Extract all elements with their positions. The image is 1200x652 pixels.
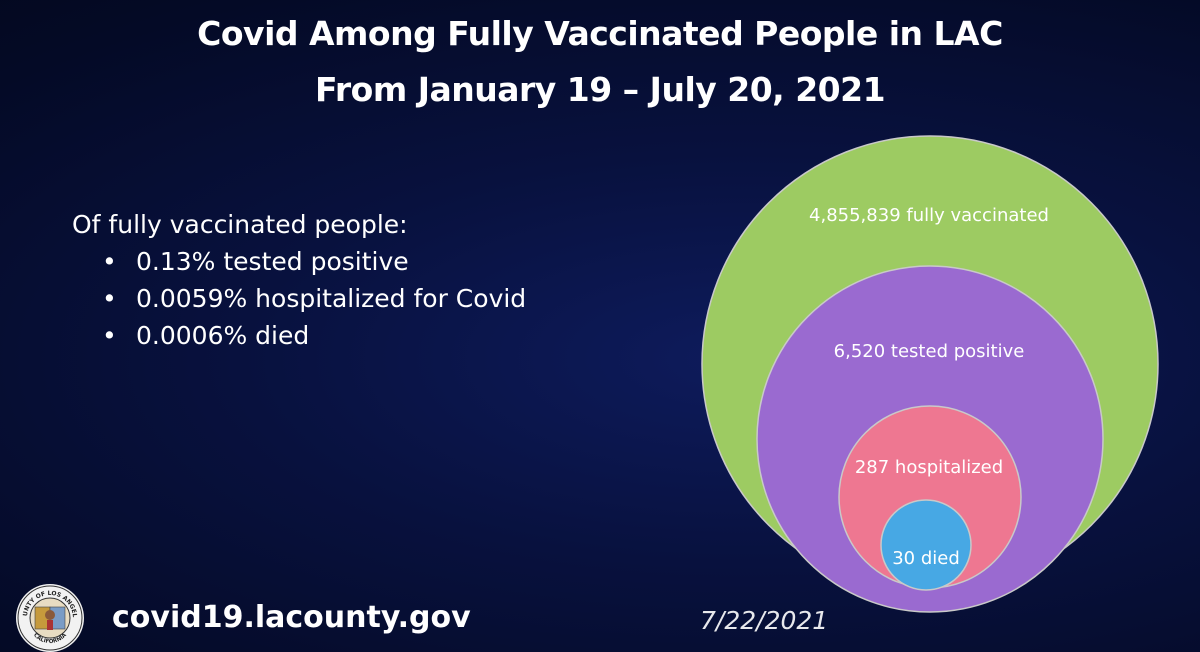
county-seal-icon: COUNTY OF LOS ANGELES CALIFORNIA: [14, 582, 84, 652]
summary-intro: Of fully vaccinated people:: [72, 210, 408, 239]
label-fully-vaccinated: 4,855,839 fully vaccinated: [809, 205, 1049, 226]
label-hospitalized: 287 hospitalized: [855, 457, 1003, 478]
slide-date: 7/22/2021: [700, 606, 829, 635]
summary-bullets: 0.13% tested positive 0.0059% hospitaliz…: [72, 243, 526, 354]
bullet-hospitalized: 0.0059% hospitalized for Covid: [102, 280, 526, 317]
bullet-tested-positive: 0.13% tested positive: [102, 243, 526, 280]
title-line-2: From January 19 – July 20, 2021: [314, 70, 886, 109]
summary-list: Of fully vaccinated people: 0.13% tested…: [72, 206, 526, 354]
label-tested-positive: 6,520 tested positive: [834, 341, 1025, 362]
bullet-died: 0.0006% died: [102, 317, 526, 354]
label-died: 30 died: [892, 548, 960, 569]
page-title: Covid Among Fully Vaccinated People in L…: [0, 6, 1200, 118]
website-url: covid19.lacounty.gov: [112, 600, 471, 635]
circle-died: [880, 499, 972, 591]
title-line-1: Covid Among Fully Vaccinated People in L…: [197, 14, 1003, 53]
